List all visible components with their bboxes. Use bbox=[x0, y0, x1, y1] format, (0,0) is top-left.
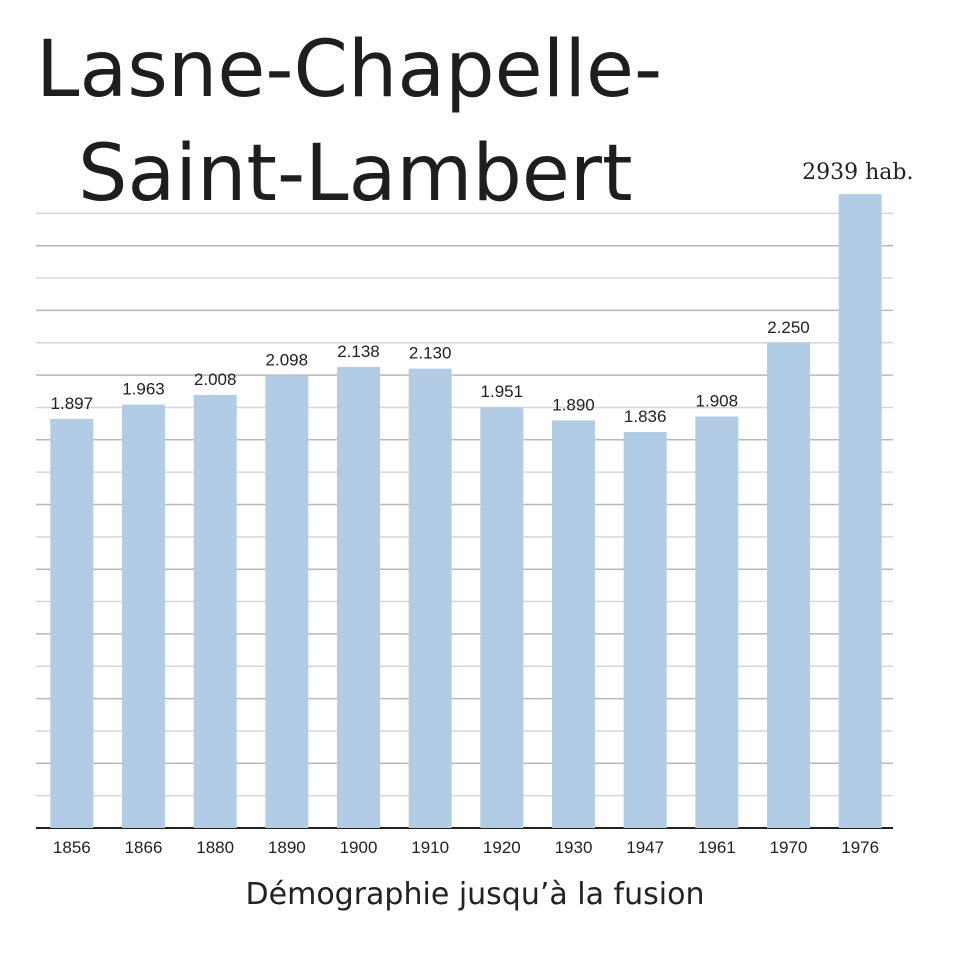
value-label: 2939 hab. bbox=[802, 160, 913, 185]
bar bbox=[337, 366, 380, 828]
value-label: 1.890 bbox=[552, 395, 595, 414]
bar bbox=[122, 404, 165, 828]
x-tick-label: 1900 bbox=[340, 838, 378, 857]
x-tick-label: 1880 bbox=[196, 838, 234, 857]
bar bbox=[552, 420, 595, 828]
value-label: 1.908 bbox=[696, 392, 739, 411]
bar bbox=[623, 432, 667, 828]
bar bbox=[767, 342, 810, 828]
bar bbox=[838, 194, 882, 829]
value-label: 2.250 bbox=[767, 318, 810, 337]
x-tick-label: 1890 bbox=[268, 838, 306, 857]
bar bbox=[193, 394, 237, 828]
chart-title: Saint-Lambert bbox=[78, 129, 633, 219]
bar bbox=[408, 368, 452, 828]
value-label: 1.836 bbox=[624, 407, 667, 426]
value-label: 1.951 bbox=[481, 382, 524, 401]
value-label: 2.098 bbox=[266, 351, 309, 370]
bar bbox=[265, 375, 309, 828]
x-axis-label: Démographie jusqu’à la fusion bbox=[246, 877, 705, 912]
value-label: 2.130 bbox=[409, 344, 452, 363]
x-tick-label: 1961 bbox=[698, 838, 736, 857]
x-tick-label: 1866 bbox=[125, 838, 163, 857]
chart-title: Lasne-Chapelle- bbox=[36, 25, 662, 115]
bar bbox=[695, 416, 739, 828]
bar bbox=[50, 418, 94, 828]
value-label: 2.138 bbox=[337, 342, 380, 361]
x-tick-label: 1920 bbox=[483, 838, 521, 857]
value-label: 1.897 bbox=[51, 394, 94, 413]
value-label: 2.008 bbox=[194, 370, 237, 389]
x-tick-label: 1910 bbox=[411, 838, 449, 857]
bar bbox=[480, 407, 524, 828]
x-tick-label: 1856 bbox=[53, 838, 91, 857]
x-tick-label: 1970 bbox=[770, 838, 808, 857]
x-tick-label: 1930 bbox=[555, 838, 593, 857]
x-tick-label: 1947 bbox=[626, 838, 664, 857]
x-tick-label: 1976 bbox=[841, 838, 879, 857]
value-label: 1.963 bbox=[122, 380, 165, 399]
